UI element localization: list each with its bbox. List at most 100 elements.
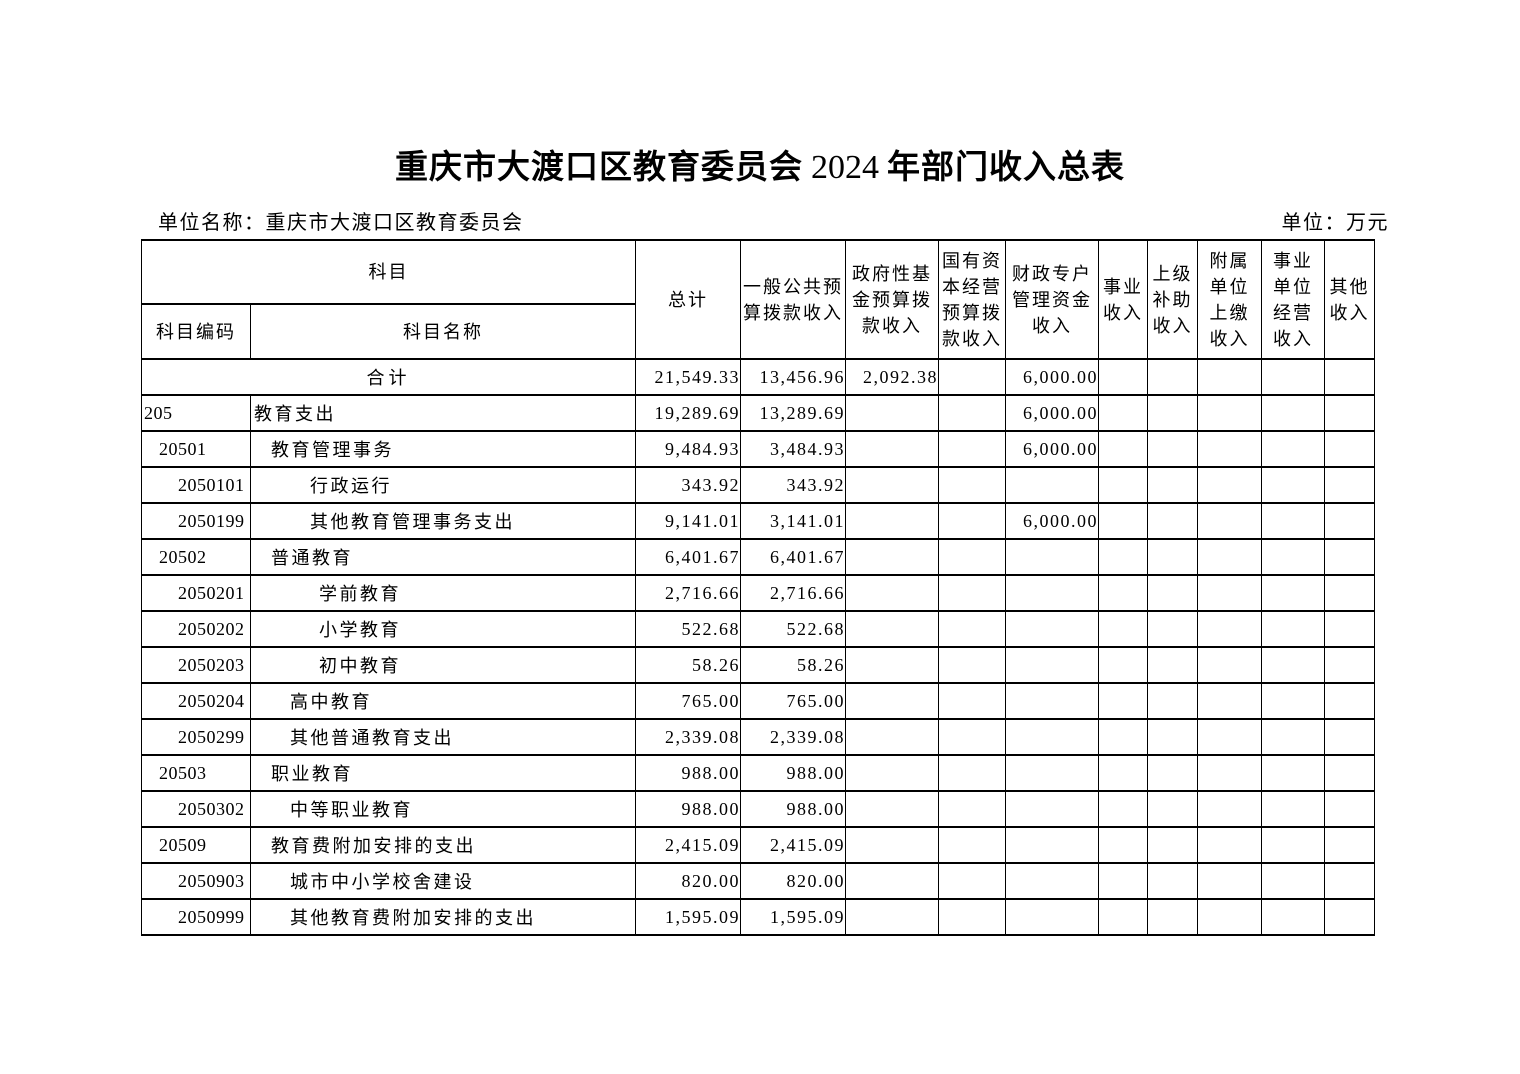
subject-name-cell: 教育支出 <box>250 394 636 432</box>
value-cell-5 <box>1098 862 1148 900</box>
value-cell-9 <box>1324 358 1375 396</box>
subject-name-cell: 高中教育 <box>250 682 636 720</box>
header-col-other-income: 其他收入 <box>1324 239 1375 360</box>
value-cell-5 <box>1098 574 1148 612</box>
value-cell-7 <box>1197 826 1262 864</box>
value-cell-6 <box>1147 682 1198 720</box>
table-row: 2050204 高中教育 765.00 765.00 <box>141 682 1375 720</box>
value-cell-9 <box>1324 862 1375 900</box>
value-cell-8 <box>1261 574 1325 612</box>
value-cell-4 <box>1005 646 1099 684</box>
value-cell-6 <box>1147 394 1198 432</box>
table-row: 2050202 小学教育 522.68 522.68 <box>141 610 1375 648</box>
value-cell-3 <box>938 502 1006 540</box>
subject-code-cell: 20509 <box>141 826 251 864</box>
value-cell-5 <box>1098 610 1148 648</box>
title-year: 2024 <box>811 149 879 186</box>
page-title: 重庆市大渡口区教育委员会 2024 年部门收入总表 <box>0 140 1520 188</box>
value-cell-6 <box>1147 718 1198 756</box>
header-subject-name: 科目名称 <box>250 303 636 360</box>
subject-name-cell: 其他教育管理事务支出 <box>250 502 636 540</box>
table-row: 20502 普通教育 6,401.67 6,401.67 <box>141 538 1375 576</box>
subject-name-cell: 普通教育 <box>250 538 636 576</box>
subject-name-cell: 学前教育 <box>250 574 636 612</box>
value-cell-5 <box>1098 790 1148 828</box>
title-text-right: 年部门收入总表 <box>887 148 1125 185</box>
subject-code-cell: 20502 <box>141 538 251 576</box>
value-cell-8 <box>1261 682 1325 720</box>
header-col-state-capital-budget: 国有资本经营预算拨款收入 <box>938 239 1006 360</box>
value-cell-0: 1,595.09 <box>635 898 741 936</box>
value-cell-4 <box>1005 610 1099 648</box>
header-col-total: 总计 <box>635 239 741 360</box>
meta-row: 单位名称：重庆市大渡口区教育委员会 单位：万元 <box>141 211 1389 235</box>
subject-code-cell: 2050202 <box>141 610 251 648</box>
value-cell-8 <box>1261 394 1325 432</box>
value-cell-5 <box>1098 898 1148 936</box>
subject-name-cell: 城市中小学校舍建设 <box>250 862 636 900</box>
value-cell-9 <box>1324 430 1375 468</box>
header-subject-code: 科目编码 <box>141 303 251 360</box>
value-cell-4: 6,000.00 <box>1005 394 1099 432</box>
unit-name-label: 单位名称：重庆市大渡口区教育委员会 <box>158 212 524 234</box>
value-cell-6 <box>1147 466 1198 504</box>
table-body: 合计 21,549.33 13,456.96 2,092.38 6,000.00 205 教… <box>141 358 1375 936</box>
value-cell-7 <box>1197 790 1262 828</box>
title-text-left: 重庆市大渡口区教育委员会 <box>395 148 803 185</box>
value-cell-2 <box>845 898 939 936</box>
value-cell-0: 820.00 <box>635 862 741 900</box>
value-cell-9 <box>1324 502 1375 540</box>
value-cell-4 <box>1005 862 1099 900</box>
value-cell-3 <box>938 682 1006 720</box>
subject-code-cell: 2050302 <box>141 790 251 828</box>
value-cell-3 <box>938 538 1006 576</box>
subject-name-cell: 行政运行 <box>250 466 636 504</box>
value-cell-5 <box>1098 826 1148 864</box>
value-cell-2 <box>845 754 939 792</box>
subject-code-cell: 2050199 <box>141 502 251 540</box>
value-cell-2 <box>845 466 939 504</box>
value-cell-3 <box>938 862 1006 900</box>
table-row: 2050302 中等职业教育 988.00 988.00 <box>141 790 1375 828</box>
value-cell-6 <box>1147 826 1198 864</box>
value-cell-0: 21,549.33 <box>635 358 741 396</box>
value-cell-8 <box>1261 862 1325 900</box>
value-cell-0: 9,484.93 <box>635 430 741 468</box>
value-cell-8 <box>1261 718 1325 756</box>
table-row: 2050299 其他普通教育支出 2,339.08 2,339.08 <box>141 718 1375 756</box>
value-cell-7 <box>1197 862 1262 900</box>
value-cell-0: 343.92 <box>635 466 741 504</box>
value-cell-0: 2,716.66 <box>635 574 741 612</box>
value-cell-1: 765.00 <box>740 682 846 720</box>
value-cell-3 <box>938 646 1006 684</box>
table-row: 20503 职业教育 988.00 988.00 <box>141 754 1375 792</box>
value-cell-4 <box>1005 718 1099 756</box>
subject-code-cell: 2050101 <box>141 466 251 504</box>
value-cell-6 <box>1147 502 1198 540</box>
value-cell-4 <box>1005 826 1099 864</box>
value-cell-1: 13,289.69 <box>740 394 846 432</box>
value-cell-1: 1,595.09 <box>740 898 846 936</box>
value-cell-3 <box>938 826 1006 864</box>
value-cell-7 <box>1197 718 1262 756</box>
value-cell-4: 6,000.00 <box>1005 502 1099 540</box>
header-row-subject: 科目 总计 一般公共预算拨款收入 政府性基金预算拨款收入 国有资本经营预算拨款收… <box>141 239 1375 360</box>
value-cell-5 <box>1098 430 1148 468</box>
value-cell-6 <box>1147 574 1198 612</box>
value-cell-0: 58.26 <box>635 646 741 684</box>
value-cell-2 <box>845 646 939 684</box>
value-cell-3 <box>938 430 1006 468</box>
value-cell-6 <box>1147 862 1198 900</box>
value-cell-7 <box>1197 646 1262 684</box>
subject-code-cell: 2050299 <box>141 718 251 756</box>
subject-code-cell: 2050903 <box>141 862 251 900</box>
value-cell-9 <box>1324 790 1375 828</box>
value-cell-8 <box>1261 430 1325 468</box>
value-cell-1: 2,415.09 <box>740 826 846 864</box>
value-cell-9 <box>1324 574 1375 612</box>
income-summary-table: 科目 总计 一般公共预算拨款收入 政府性基金预算拨款收入 国有资本经营预算拨款收… <box>141 239 1375 936</box>
value-cell-2 <box>845 826 939 864</box>
value-cell-0: 988.00 <box>635 754 741 792</box>
value-cell-6 <box>1147 790 1198 828</box>
